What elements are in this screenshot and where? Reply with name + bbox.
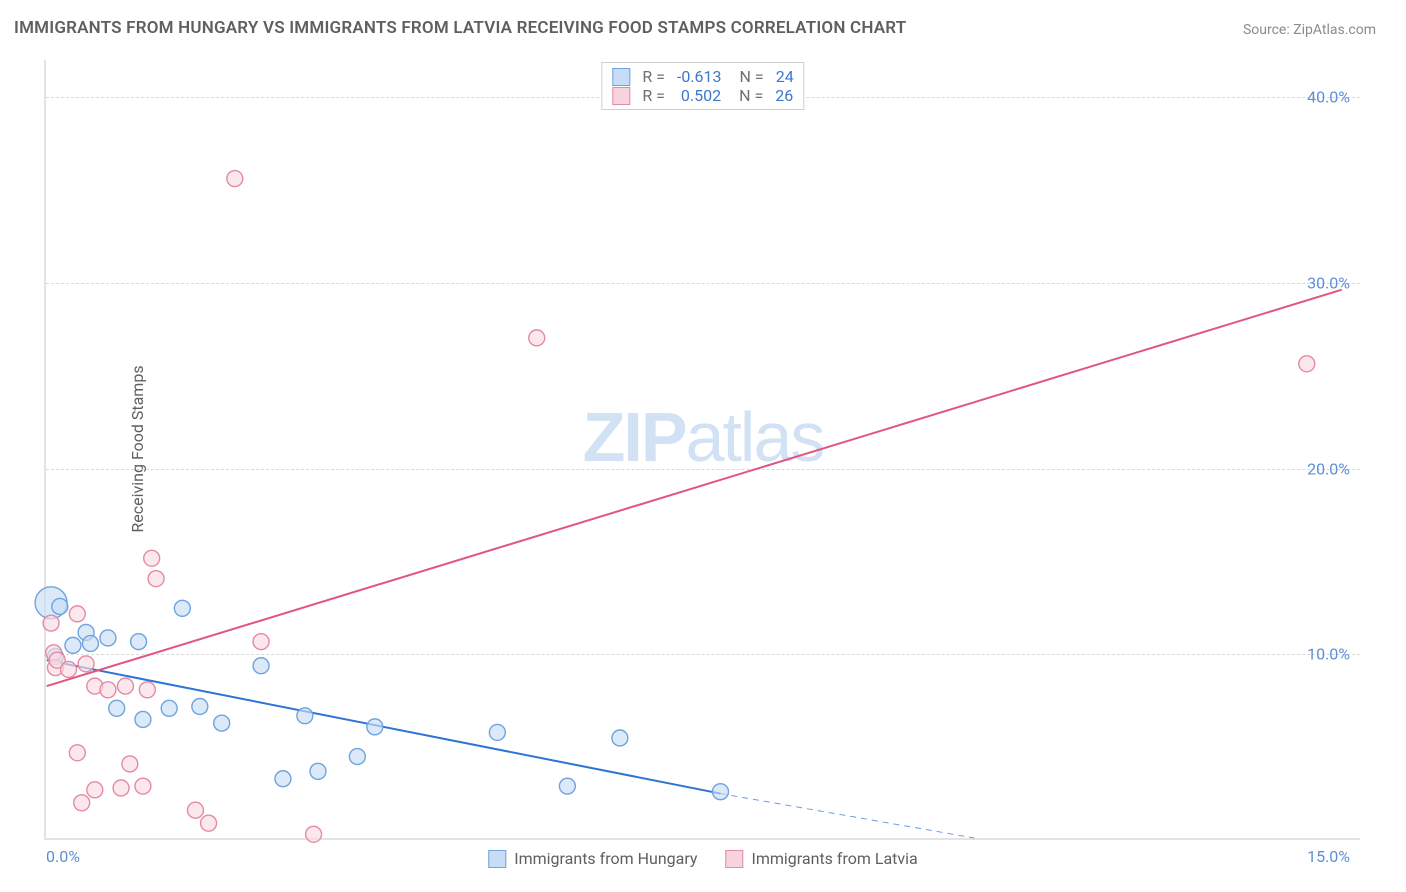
stats-row-latvia: R = 0.502 N = 26	[612, 86, 793, 105]
chart-title: IMMIGRANTS FROM HUNGARY VS IMMIGRANTS FR…	[14, 18, 906, 38]
source-attribution: Source: ZipAtlas.com	[1243, 22, 1376, 38]
n-label: N =	[740, 67, 764, 86]
r-label: R =	[642, 86, 665, 105]
r-value-hungary: -0.613	[677, 67, 722, 86]
chart-area: Receiving Food Stamps 10.0%20.0%30.0%40.…	[44, 60, 1360, 840]
legend-label-hungary: Immigrants from Hungary	[514, 849, 697, 868]
bottom-legend: Immigrants from Hungary Immigrants from …	[488, 849, 918, 868]
n-value-latvia: 26	[775, 86, 793, 105]
legend-item-latvia: Immigrants from Latvia	[726, 849, 918, 868]
stats-legend: R = -0.613 N = 24 R = 0.502 N = 26	[601, 62, 804, 110]
stats-row-hungary: R = -0.613 N = 24	[612, 67, 793, 86]
legend-item-hungary: Immigrants from Hungary	[488, 849, 697, 868]
swatch-latvia	[612, 87, 630, 105]
x-tick-min: 0.0%	[46, 847, 80, 866]
scatter-plot	[46, 60, 1360, 838]
n-label: N =	[739, 86, 763, 105]
swatch-latvia	[726, 850, 744, 868]
x-tick-max: 15.0%	[1307, 847, 1350, 866]
n-value-hungary: 24	[776, 67, 794, 86]
swatch-hungary	[488, 850, 506, 868]
swatch-hungary	[612, 68, 630, 86]
r-value-latvia: 0.502	[681, 86, 721, 105]
r-label: R =	[642, 67, 665, 86]
legend-label-latvia: Immigrants from Latvia	[752, 849, 918, 868]
